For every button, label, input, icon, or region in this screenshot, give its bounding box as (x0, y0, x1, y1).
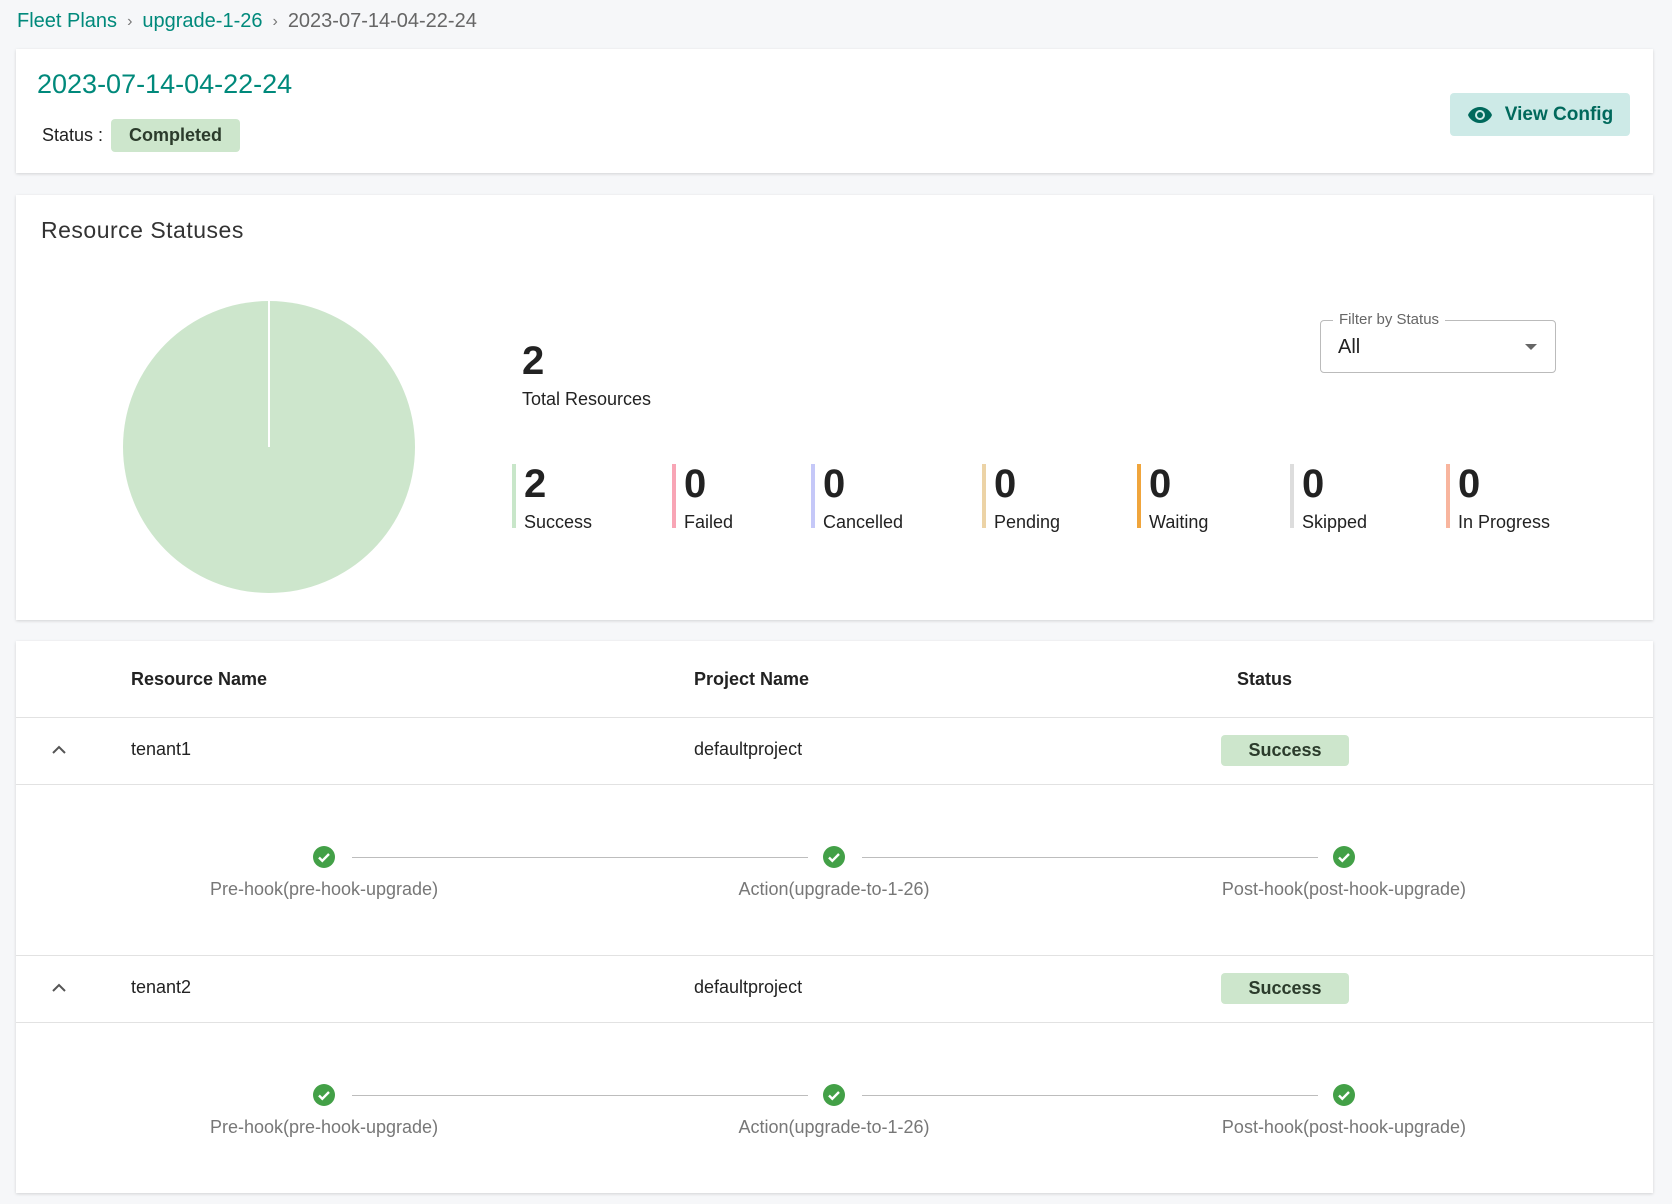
step-connector (862, 1095, 1318, 1096)
stat-count: 2 (524, 462, 547, 506)
step-item: Post-hook(post-hook-upgrade) (1184, 1084, 1504, 1138)
step-label: Pre-hook(pre-hook-upgrade) (209, 1117, 439, 1137)
view-config-button[interactable]: View Config (1450, 93, 1630, 136)
stat-failed: 0 Failed (672, 462, 733, 532)
stat-count: 0 (1458, 462, 1481, 506)
section-title: Resource Statuses (41, 217, 244, 243)
project-name: defaultproject (694, 977, 803, 997)
check-circle-icon (1333, 1084, 1355, 1106)
stat-success: 2 Success (512, 462, 592, 532)
breadcrumb-separator: › (127, 12, 133, 30)
stat-pending: 0 Pending (982, 462, 1060, 532)
filter-label: Filter by Status (1333, 311, 1446, 328)
page-title: 2023-07-14-04-22-24 (37, 69, 293, 99)
stat-label: Failed (684, 512, 734, 532)
status-badge: Success (1221, 973, 1349, 1004)
check-circle-icon (823, 1084, 845, 1106)
project-name: defaultproject (694, 739, 803, 759)
stat-label: Pending (994, 512, 1061, 532)
check-circle-icon (1333, 846, 1355, 868)
total-count: 2 (522, 339, 545, 383)
eye-icon (1467, 106, 1492, 123)
column-header-resource-name: Resource Name (131, 669, 268, 689)
status-badge: Completed (111, 119, 241, 152)
step-connector (862, 857, 1318, 858)
stat-label: Success (524, 512, 593, 532)
step-label: Post-hook(post-hook-upgrade) (1221, 879, 1467, 899)
row-divider (16, 784, 1653, 785)
step-label: Action(upgrade-to-1-26) (738, 879, 930, 899)
step-item: Post-hook(post-hook-upgrade) (1184, 846, 1504, 900)
chevron-up-icon[interactable] (50, 741, 68, 759)
status-row: Status : Completed (42, 119, 241, 152)
stat-count: 0 (994, 462, 1017, 506)
view-config-label: View Config (1504, 103, 1614, 125)
total-resources: 2 Total Resources (522, 341, 651, 410)
stat-label: Cancelled (823, 512, 904, 532)
resource-name: tenant2 (131, 977, 192, 997)
step-item: Action(upgrade-to-1-26) (674, 1084, 994, 1138)
filter-by-status-select[interactable]: Filter by Status All (1320, 311, 1556, 373)
breadcrumb-separator: › (272, 12, 278, 30)
resource-statuses-card: Resource Statuses 2 Total Resources 2 Su… (16, 195, 1653, 620)
row-divider (16, 717, 1653, 718)
step-item: Action(upgrade-to-1-26) (674, 846, 994, 900)
step-connector (352, 1095, 808, 1096)
status-badge: Success (1221, 735, 1349, 766)
stat-count: 0 (1302, 462, 1325, 506)
step-connector (352, 857, 808, 858)
row-divider (16, 1022, 1653, 1023)
resource-name: tenant1 (131, 739, 192, 759)
step-label: Action(upgrade-to-1-26) (738, 1117, 930, 1137)
stat-count: 0 (684, 462, 707, 506)
column-header-status: Status (1237, 669, 1293, 689)
stat-label: Waiting (1149, 512, 1209, 532)
check-circle-icon (823, 846, 845, 868)
step-item: Pre-hook(pre-hook-upgrade) (164, 1084, 484, 1138)
total-label: Total Resources (522, 389, 652, 409)
stat-count: 0 (1149, 462, 1172, 506)
breadcrumb-plan[interactable]: upgrade-1-26 (142, 10, 263, 32)
check-circle-icon (313, 1084, 335, 1106)
breadcrumb-current: 2023-07-14-04-22-24 (287, 10, 477, 32)
step-label: Pre-hook(pre-hook-upgrade) (209, 879, 439, 899)
row-divider (16, 955, 1653, 956)
stat-cancelled: 0 Cancelled (811, 462, 903, 532)
stat-skipped: 0 Skipped (1290, 462, 1367, 532)
status-pie-chart (123, 301, 415, 593)
step-item: Pre-hook(pre-hook-upgrade) (164, 846, 484, 900)
breadcrumb: Fleet Plans › upgrade-1-26 › 2023-07-14-… (17, 10, 477, 33)
stat-label: In Progress (1458, 512, 1551, 532)
check-circle-icon (313, 846, 335, 868)
filter-value: All (1338, 336, 1361, 358)
step-label: Post-hook(post-hook-upgrade) (1221, 1117, 1467, 1137)
dropdown-arrow-icon (1525, 344, 1537, 350)
breadcrumb-fleet-plans[interactable]: Fleet Plans (17, 10, 118, 32)
status-label: Status : (42, 125, 104, 145)
stat-count: 0 (823, 462, 846, 506)
header-card: 2023-07-14-04-22-24 Status : Completed V… (16, 49, 1653, 173)
stat-waiting: 0 Waiting (1137, 462, 1208, 532)
chevron-up-icon[interactable] (50, 979, 68, 997)
stat-in-progress: 0 In Progress (1446, 462, 1550, 532)
column-header-project-name: Project Name (694, 669, 810, 689)
resources-table: Resource Name Project Name Status tenant… (16, 641, 1653, 1193)
stat-label: Skipped (1302, 512, 1368, 532)
